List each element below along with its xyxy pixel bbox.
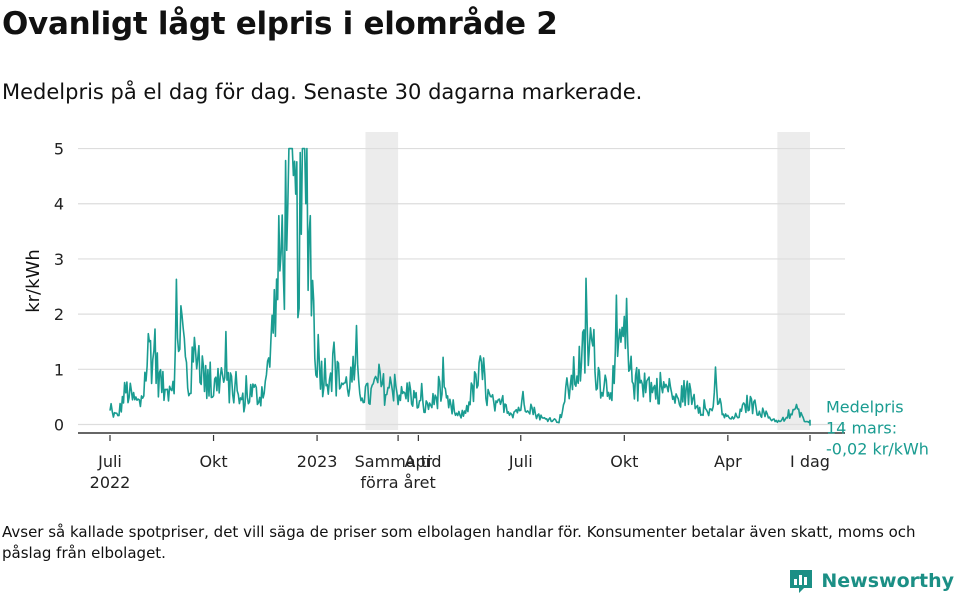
x-tick-label-0-1: 2022 [90,473,131,492]
y-tick-2: 2 [54,305,64,324]
price-line [109,147,811,426]
price-chart: 0 1 2 3 4 5 kr/kWh Juli 2022 Okt 2023 Apr Juli Okt A… [23,132,929,492]
x-tick-label-6-0: Apr [714,452,742,471]
highlight-band-1 [365,132,399,430]
value-annotation: Medelpris 14 mars: -0,02 kr/kWh [826,398,929,459]
y-tick-3: 3 [54,250,64,269]
x-tick-label-7-0: I dag [790,452,830,471]
price-series [109,147,811,426]
highlight-band-2 [777,132,810,430]
chart-subtitle: Medelpris på el dag för dag. Senaste 30 … [2,80,643,104]
highlight-bands [365,132,810,430]
x-tick-label-2-0: 2023 [297,452,338,471]
newsworthy-icon [790,570,813,593]
footnote: Avser så kallade spotpriser, det vill sä… [2,523,916,562]
x-tick-labels: Juli 2022 Okt 2023 Apr Juli Okt Apr I dag Samma t… [90,435,830,492]
y-tick-0: 0 [54,415,64,434]
y-tick-5: 5 [54,140,64,159]
x-tick-label-3-0: Apr [405,452,433,471]
x-tick-label-0-0: Juli [97,452,122,471]
y-axis-label: kr/kWh [23,249,44,313]
brand-logo: Newsworthy [788,568,954,594]
y-tick-4: 4 [54,195,64,214]
chart-title: Ovanligt lågt elpris i elområde 2 [2,6,558,42]
comparison-label-0: Samma tid [355,452,442,471]
y-tick-1: 1 [54,360,64,379]
grid-lines [78,147,845,426]
y-tick-labels: 0 1 2 3 4 5 [54,140,64,435]
annotation-line-0: Medelpris [826,398,904,417]
brand-name: Newsworthy [821,570,954,592]
x-tick-label-4-0: Juli [508,452,533,471]
annotation-line-2: -0,02 kr/kWh [826,440,929,459]
annotation-line-1: 14 mars: [826,419,897,438]
comparison-label-1: förra året [360,473,435,492]
x-tick-label-5-0: Okt [610,452,638,471]
x-tick-label-1-0: Okt [199,452,227,471]
